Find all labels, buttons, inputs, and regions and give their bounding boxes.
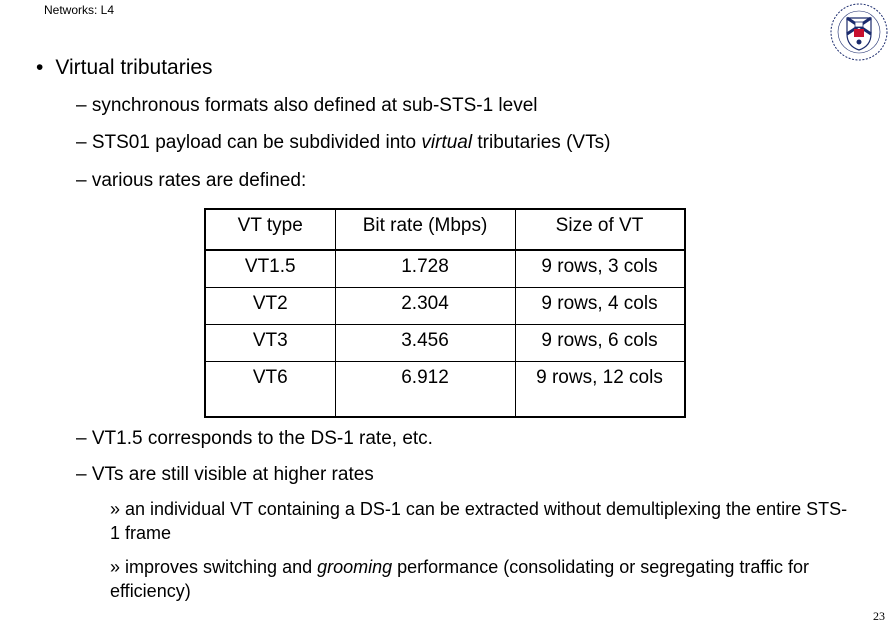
main-bullet: • Virtual tributaries — [36, 56, 213, 80]
table-cell: VT1.5 — [204, 250, 336, 288]
table-cell: 6.912 — [334, 361, 516, 417]
sub2-italic: virtual — [421, 132, 473, 153]
table-header-row: VT type Bit rate (Mbps) Size of VT — [204, 209, 685, 251]
table-row: VT2 2.304 9 rows, 4 cols — [204, 287, 685, 325]
vt-rates-table: VT type Bit rate (Mbps) Size of VT VT1.5… — [204, 208, 686, 418]
slide-header: Networks: L4 — [44, 3, 115, 17]
note-grooming: » improves switching and grooming perfor… — [110, 555, 870, 603]
table-cell: 9 rows, 6 cols — [514, 324, 685, 362]
table-cell: VT3 — [204, 324, 336, 362]
sub-bullet-rates: – various rates are defined: — [76, 170, 307, 191]
sub-bullet-sub-sts1: – synchronous formats also defined at su… — [76, 95, 538, 116]
university-crest-icon — [830, 3, 888, 61]
note-extraction: » an individual VT containing a DS-1 can… — [110, 499, 848, 543]
table-cell: 9 rows, 12 cols — [514, 361, 685, 417]
sub-bullet-vts-visible: – VTs are still visible at higher rates — [76, 464, 374, 485]
table-cell: 9 rows, 3 cols — [514, 250, 685, 288]
note2-italic: grooming — [317, 557, 393, 577]
table-header-cell: Bit rate (Mbps) — [334, 209, 516, 251]
table-cell: VT2 — [204, 287, 336, 325]
sub2-after: tributaries (VTs) — [472, 132, 611, 153]
table-cell: 3.456 — [334, 324, 516, 362]
note2-after: performance (consolidating or segregatin… — [110, 557, 810, 601]
main-bullet-text: Virtual tributaries — [55, 56, 213, 79]
table-row: VT6 6.912 9 rows, 12 cols — [204, 361, 685, 417]
sub-bullet-vt15-ds1: – VT1.5 corresponds to the DS-1 rate, et… — [76, 428, 433, 449]
sub2-before: – STS01 payload can be subdivided into — [76, 132, 422, 153]
table-row: VT1.5 1.728 9 rows, 3 cols — [204, 250, 685, 288]
table-header-cell: VT type — [204, 209, 336, 251]
note2-before: » improves switching and — [110, 557, 318, 577]
table-cell: 2.304 — [334, 287, 516, 325]
table-cell: 1.728 — [334, 250, 516, 288]
sub-bullet-virtual-tributaries: – STS01 payload can be subdivided into v… — [76, 132, 610, 154]
table-row: VT3 3.456 9 rows, 6 cols — [204, 324, 685, 362]
table-cell: 9 rows, 4 cols — [514, 287, 685, 325]
table-cell: VT6 — [204, 361, 336, 417]
page-number: 23 — [873, 609, 885, 623]
table-header-cell: Size of VT — [514, 209, 685, 251]
bullet-symbol: • — [36, 56, 44, 79]
